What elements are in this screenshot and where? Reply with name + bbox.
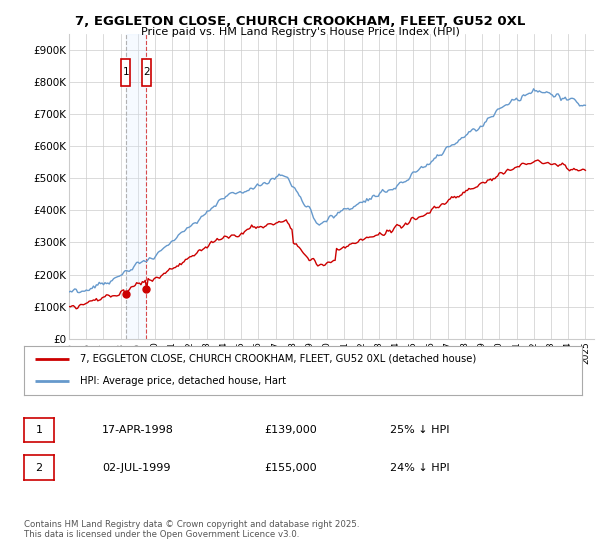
- Text: 2: 2: [143, 67, 150, 77]
- Text: Contains HM Land Registry data © Crown copyright and database right 2025.
This d: Contains HM Land Registry data © Crown c…: [24, 520, 359, 539]
- Text: 2: 2: [35, 463, 43, 473]
- Bar: [125, 34, 146, 339]
- Text: 7, EGGLETON CLOSE, CHURCH CROOKHAM, FLEET, GU52 0XL (detached house): 7, EGGLETON CLOSE, CHURCH CROOKHAM, FLEE…: [80, 354, 476, 364]
- Text: 24% ↓ HPI: 24% ↓ HPI: [390, 463, 449, 473]
- Text: 02-JUL-1999: 02-JUL-1999: [102, 463, 170, 473]
- Text: £155,000: £155,000: [264, 463, 317, 473]
- Text: HPI: Average price, detached house, Hart: HPI: Average price, detached house, Hart: [80, 376, 286, 386]
- Bar: [121, 59, 130, 86]
- Text: 1: 1: [122, 67, 129, 77]
- Text: £139,000: £139,000: [264, 425, 317, 435]
- Text: 7, EGGLETON CLOSE, CHURCH CROOKHAM, FLEET, GU52 0XL: 7, EGGLETON CLOSE, CHURCH CROOKHAM, FLEE…: [75, 15, 525, 27]
- Text: 25% ↓ HPI: 25% ↓ HPI: [390, 425, 449, 435]
- Text: 1: 1: [35, 425, 43, 435]
- Bar: [142, 59, 151, 86]
- Text: Price paid vs. HM Land Registry's House Price Index (HPI): Price paid vs. HM Land Registry's House …: [140, 27, 460, 37]
- Text: 17-APR-1998: 17-APR-1998: [102, 425, 174, 435]
